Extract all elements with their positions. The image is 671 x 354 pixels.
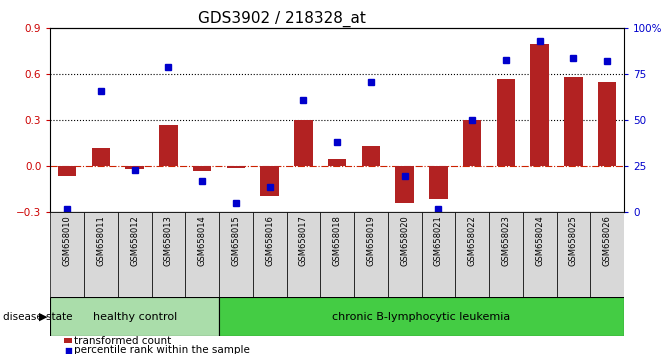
Bar — [530, 44, 549, 166]
Text: GDS3902 / 218328_at: GDS3902 / 218328_at — [198, 11, 366, 27]
Bar — [429, 166, 448, 199]
Text: healthy control: healthy control — [93, 312, 177, 322]
Text: ▶: ▶ — [38, 312, 47, 322]
Text: chronic B-lymphocytic leukemia: chronic B-lymphocytic leukemia — [332, 312, 511, 322]
Bar — [354, 212, 388, 297]
Text: transformed count: transformed count — [74, 336, 171, 346]
Bar — [590, 212, 624, 297]
Text: GSM658026: GSM658026 — [603, 215, 612, 266]
Bar — [456, 212, 489, 297]
Bar — [50, 212, 84, 297]
Bar — [523, 212, 556, 297]
Bar — [118, 212, 152, 297]
Text: GSM658012: GSM658012 — [130, 215, 139, 266]
Bar — [58, 166, 76, 176]
Text: GSM658025: GSM658025 — [569, 215, 578, 266]
Bar — [388, 212, 421, 297]
Text: GSM658018: GSM658018 — [333, 215, 342, 266]
Bar — [294, 120, 313, 166]
Bar — [152, 212, 185, 297]
Bar — [92, 148, 110, 166]
Bar — [328, 159, 346, 166]
Bar — [253, 212, 287, 297]
Bar — [463, 120, 482, 166]
Bar — [489, 212, 523, 297]
Bar — [556, 212, 590, 297]
Text: GSM658024: GSM658024 — [535, 215, 544, 266]
Bar — [320, 212, 354, 297]
Text: GSM658017: GSM658017 — [299, 215, 308, 266]
Text: GSM658020: GSM658020 — [400, 215, 409, 266]
Text: ■: ■ — [64, 346, 72, 354]
Text: GSM658019: GSM658019 — [366, 215, 376, 266]
Bar — [219, 297, 624, 336]
Bar — [598, 82, 617, 166]
Bar — [395, 166, 414, 203]
Bar — [497, 79, 515, 166]
Text: GSM658022: GSM658022 — [468, 215, 476, 266]
Text: GSM658021: GSM658021 — [434, 215, 443, 266]
Text: GSM658010: GSM658010 — [62, 215, 72, 266]
Bar — [159, 125, 178, 166]
Bar — [185, 212, 219, 297]
Bar — [84, 212, 118, 297]
Text: GSM658016: GSM658016 — [265, 215, 274, 266]
Bar — [125, 166, 144, 170]
Text: GSM658023: GSM658023 — [501, 215, 511, 266]
Bar — [50, 297, 219, 336]
Bar — [564, 78, 582, 166]
Text: GSM658013: GSM658013 — [164, 215, 173, 266]
Bar — [362, 147, 380, 166]
Text: percentile rank within the sample: percentile rank within the sample — [74, 346, 250, 354]
Bar — [219, 212, 253, 297]
Text: disease state: disease state — [3, 312, 73, 322]
Bar — [260, 166, 279, 195]
Bar — [287, 212, 320, 297]
Text: GSM658011: GSM658011 — [97, 215, 105, 266]
Text: GSM658015: GSM658015 — [231, 215, 240, 266]
Bar — [193, 166, 211, 171]
Bar — [421, 212, 456, 297]
Text: GSM658014: GSM658014 — [198, 215, 207, 266]
Bar — [227, 166, 245, 168]
